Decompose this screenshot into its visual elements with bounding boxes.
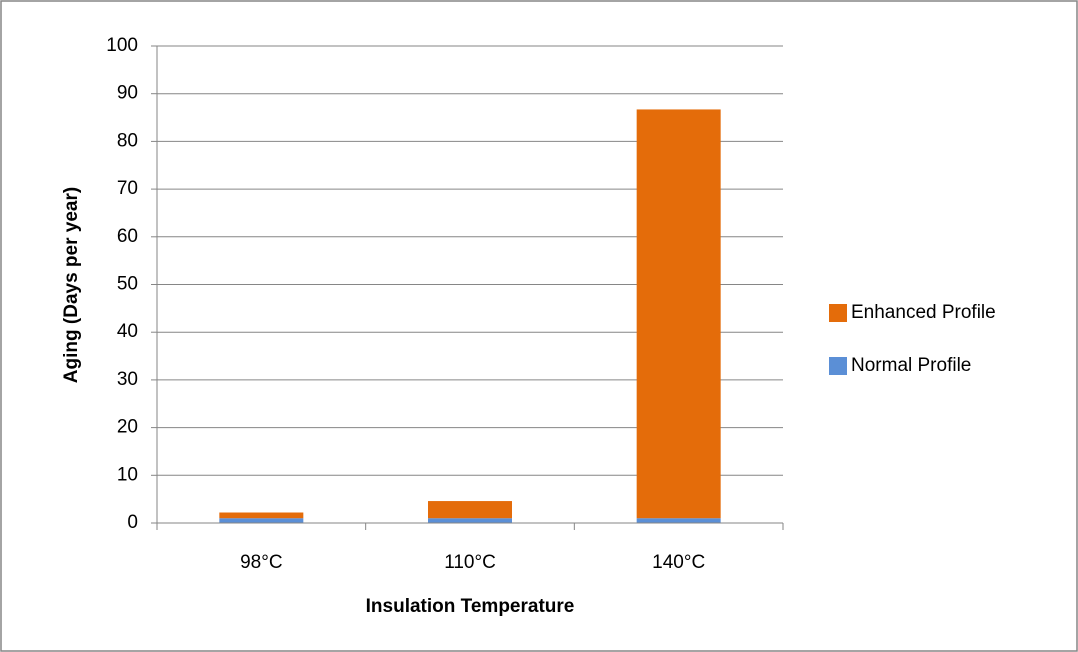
y-tick-label: 100: [106, 35, 138, 56]
legend-swatch: [829, 357, 847, 375]
y-tick-label: 50: [117, 274, 138, 295]
y-tick-label: 90: [117, 83, 138, 104]
legend-swatch: [829, 304, 847, 322]
bar: [428, 501, 512, 519]
y-tick-label: 10: [117, 464, 138, 485]
x-tick-label: 110°C: [444, 552, 496, 573]
bar: [636, 109, 721, 519]
y-tick-label: 60: [117, 226, 138, 247]
y-tick-label: 0: [127, 512, 138, 533]
y-tick-label: 70: [117, 178, 138, 199]
bar: [636, 518, 721, 523]
y-tick-label: 40: [117, 321, 138, 342]
x-axis-title: Insulation Temperature: [366, 596, 575, 617]
y-tick-label: 30: [117, 369, 138, 390]
bar: [219, 518, 304, 523]
y-axis-title: Aging (Days per year): [61, 187, 82, 383]
bar: [219, 512, 304, 519]
legend-label: Normal Profile: [851, 355, 971, 376]
bar: [428, 518, 512, 523]
x-tick-label: 98°C: [240, 552, 282, 573]
legend-label: Enhanced Profile: [851, 302, 996, 323]
y-tick-label: 20: [117, 417, 138, 438]
x-tick-label: 140°C: [652, 552, 705, 573]
y-tick-label: 80: [117, 130, 138, 151]
